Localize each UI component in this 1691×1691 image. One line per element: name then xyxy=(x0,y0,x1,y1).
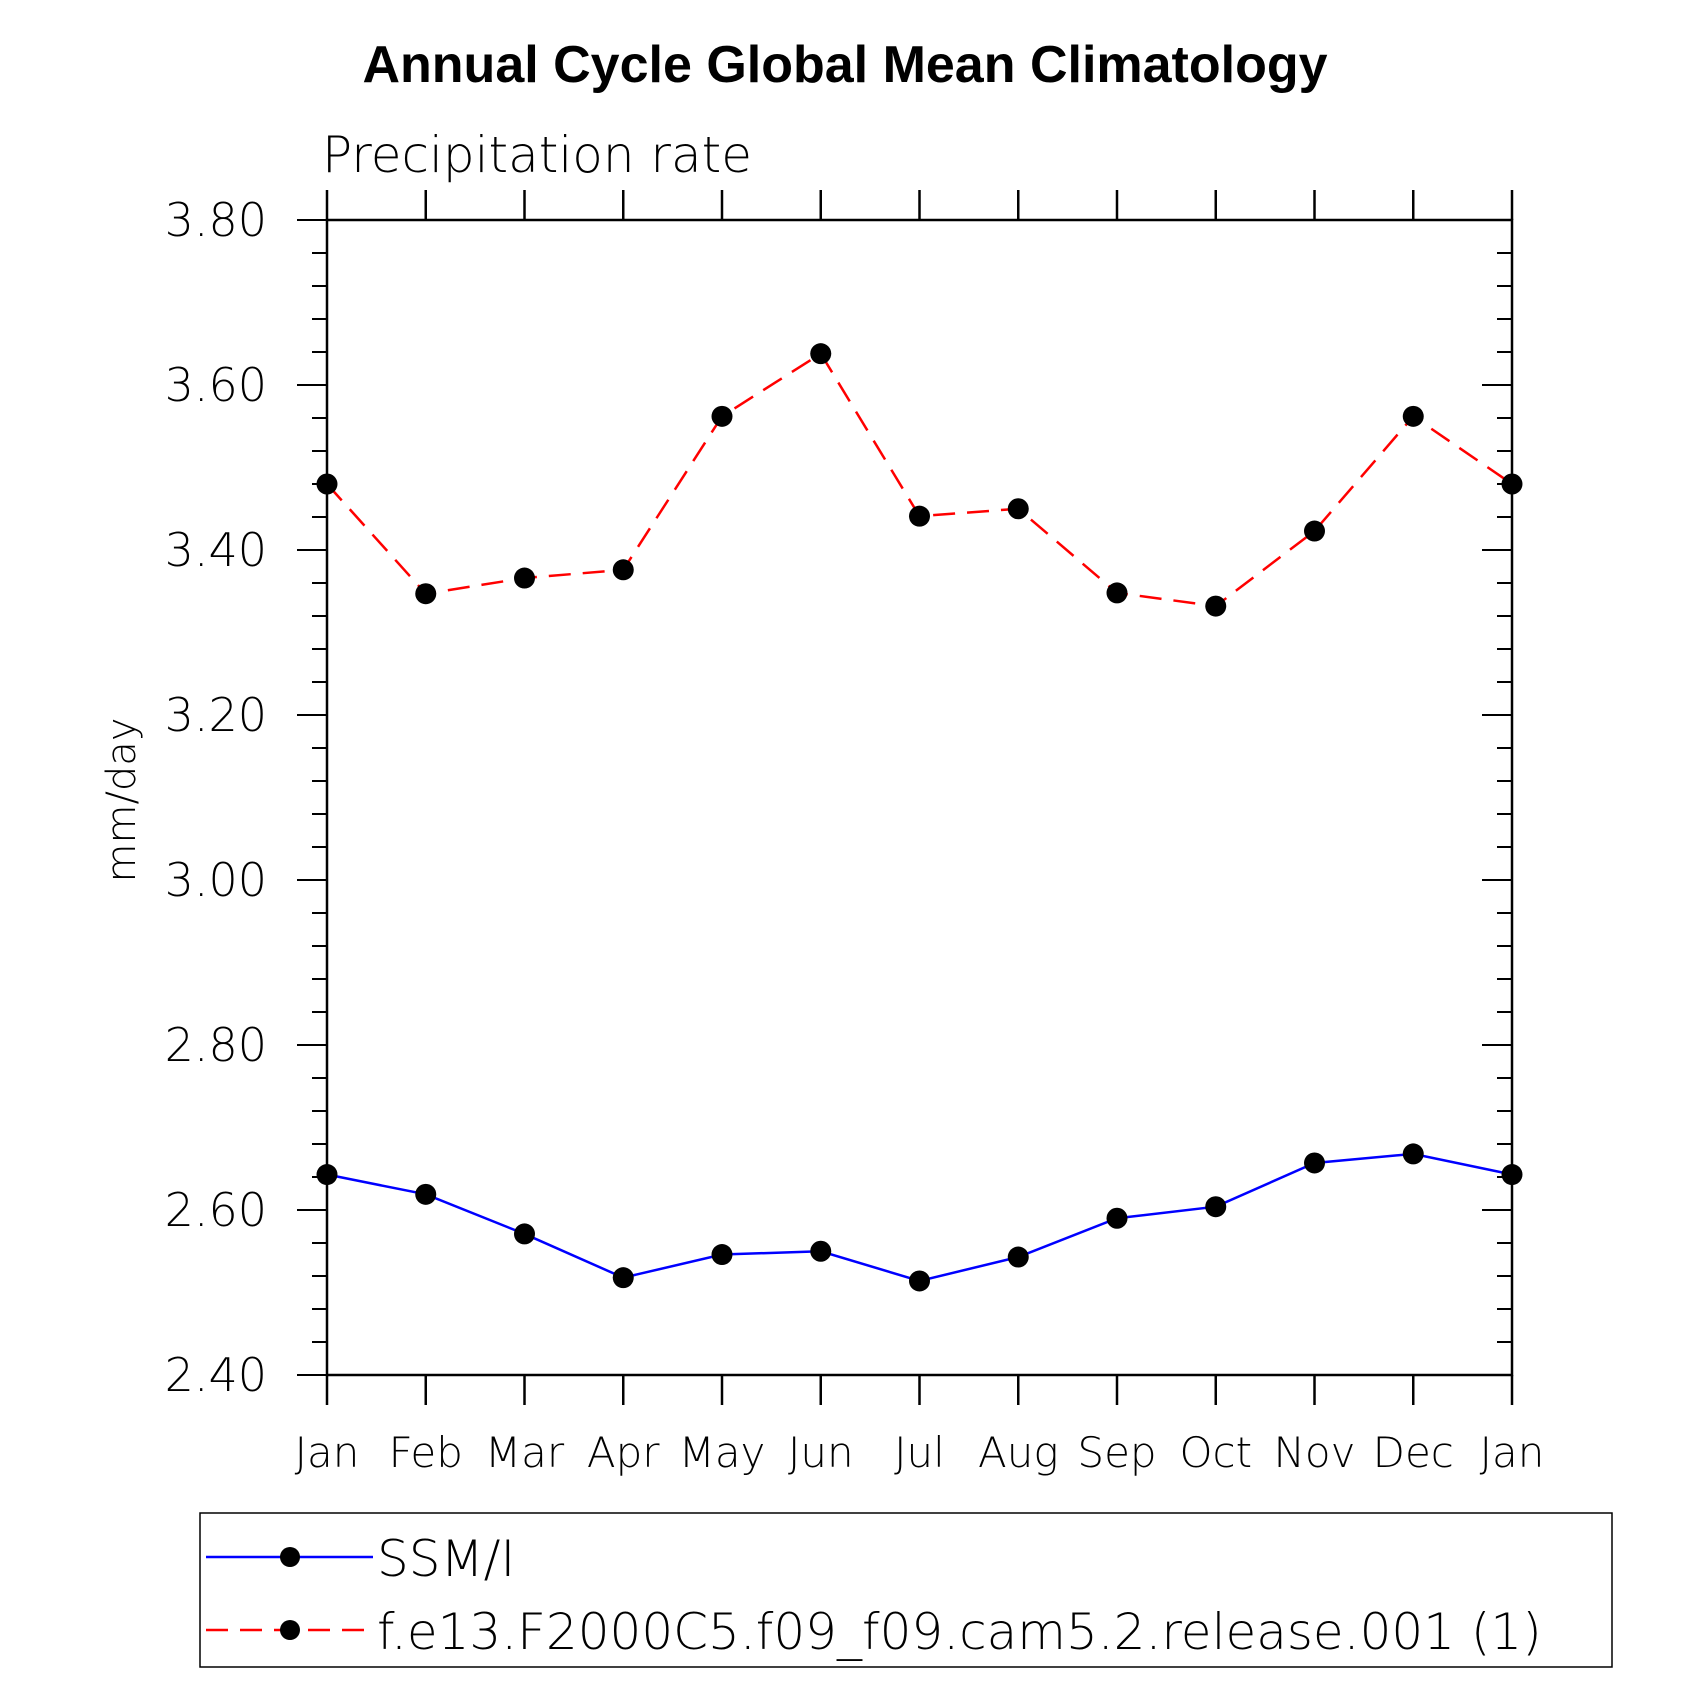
plot-frame: 2.40 2.60 2.80 3.00 3.20 3.40 3.60 3.80 Jan Feb Ma… xyxy=(165,190,1545,1477)
chart-title: Annual Cycle Global Mean Climatology xyxy=(362,36,1327,94)
data-point xyxy=(1402,405,1424,427)
x-tick-label: Apr xyxy=(587,1428,660,1477)
data-point xyxy=(711,405,733,427)
data-point xyxy=(316,1164,338,1186)
y-tick-label: 3.40 xyxy=(165,523,267,577)
legend-label: SSM/I xyxy=(377,1530,515,1588)
data-point xyxy=(1106,582,1128,604)
series-layer xyxy=(316,343,1523,1292)
data-point xyxy=(612,1267,634,1289)
x-tick-label: Mar xyxy=(485,1428,565,1477)
legend: SSM/I f.e13.F2000C5.f09_f09.cam5.2.releas… xyxy=(199,1512,1613,1668)
y-tick-label: 2.60 xyxy=(165,1183,267,1237)
data-point xyxy=(1106,1207,1128,1229)
y-tick-label: 3.20 xyxy=(165,688,267,742)
y-tick-label: 3.80 xyxy=(165,193,267,247)
x-tick-label: Jan xyxy=(1480,1428,1545,1477)
data-point xyxy=(1007,1246,1029,1268)
data-point xyxy=(810,343,832,365)
data-point xyxy=(1501,1164,1523,1186)
data-point xyxy=(1304,520,1325,542)
data-point xyxy=(810,1240,832,1262)
x-tick-label: May xyxy=(679,1428,766,1477)
data-point xyxy=(711,1244,733,1266)
data-point xyxy=(1205,1196,1227,1218)
legend-marker xyxy=(280,1547,300,1567)
data-point xyxy=(514,1223,535,1245)
y-tick-label: 3.00 xyxy=(165,853,267,907)
data-point xyxy=(612,559,634,581)
x-tick-label: Nov xyxy=(1274,1428,1356,1477)
x-tick-label: Jun xyxy=(788,1428,854,1477)
series-line-2 xyxy=(326,351,1513,608)
y-axis-label: mm/day xyxy=(99,718,145,883)
chart-subtitle: Precipitation rate xyxy=(322,126,752,184)
x-tick-label: Feb xyxy=(389,1428,463,1477)
x-tick-label: Jan xyxy=(295,1428,360,1477)
y-tick-label: 2.80 xyxy=(165,1018,267,1072)
x-tick-label: Sep xyxy=(1077,1428,1156,1477)
data-point xyxy=(514,567,535,589)
data-point xyxy=(1501,473,1523,495)
data-point xyxy=(316,473,338,495)
data-point xyxy=(1402,1143,1424,1165)
x-tick-label: Aug xyxy=(978,1428,1059,1477)
series-line-1 xyxy=(326,1152,1513,1283)
x-tick-label: Jul xyxy=(894,1428,945,1477)
legend-label: f.e13.F2000C5.f09_f09.cam5.2.release.001… xyxy=(377,1603,1542,1661)
y-tick-label: 3.60 xyxy=(165,358,267,412)
data-point xyxy=(1007,498,1029,520)
data-point xyxy=(415,1183,437,1205)
data-point xyxy=(415,583,437,605)
x-tick-label: Oct xyxy=(1179,1428,1252,1477)
y-tick-label: 2.40 xyxy=(165,1348,267,1402)
data-point xyxy=(1304,1152,1325,1174)
legend-box xyxy=(199,1512,1613,1668)
plot-border xyxy=(325,218,1514,1377)
data-point xyxy=(909,505,930,527)
data-point xyxy=(909,1270,930,1292)
legend-marker xyxy=(280,1620,300,1640)
x-tick-label: Dec xyxy=(1373,1428,1454,1477)
data-point xyxy=(1205,595,1227,617)
